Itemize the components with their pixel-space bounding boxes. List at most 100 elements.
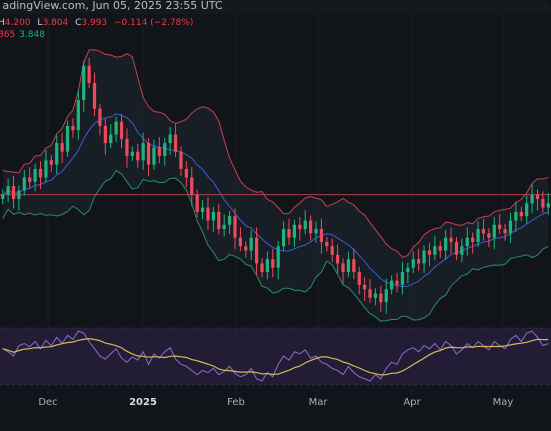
candle-body bbox=[427, 250, 432, 255]
candle-body bbox=[125, 138, 129, 157]
ohlc-low-key: L bbox=[37, 18, 43, 28]
candle-body bbox=[211, 211, 215, 221]
candle-body bbox=[6, 186, 10, 195]
ohlc-low-value: 3.804 bbox=[42, 18, 69, 28]
candle-body bbox=[422, 250, 426, 264]
candle-body bbox=[146, 143, 151, 165]
bollinger-band-fill bbox=[2, 49, 549, 322]
candle-body bbox=[395, 280, 399, 285]
candle-body bbox=[368, 289, 372, 298]
candle-body bbox=[357, 272, 361, 285]
candle-body bbox=[525, 203, 529, 217]
candle-body bbox=[11, 186, 16, 199]
candle-body bbox=[541, 198, 545, 208]
chart-header-bar: radingView.com, Jun 05, 2025 23:55 UTC bbox=[0, 0, 551, 14]
candle-body bbox=[233, 216, 237, 238]
candle-body bbox=[460, 246, 464, 255]
candle-body bbox=[487, 233, 491, 238]
candle-body bbox=[222, 224, 226, 230]
candle-body bbox=[98, 108, 102, 126]
ohlc-high-key: H bbox=[0, 18, 5, 28]
candle-body bbox=[17, 190, 21, 199]
candle-body bbox=[449, 237, 453, 242]
candle-body bbox=[481, 229, 486, 234]
candle-body bbox=[109, 134, 113, 144]
time-axis: Dec 2025 Feb Mar Apr May bbox=[0, 395, 551, 431]
candle-body bbox=[244, 246, 248, 251]
time-axis-label-mar: Mar bbox=[308, 397, 328, 408]
candle-body bbox=[444, 237, 448, 251]
candle-body bbox=[163, 143, 167, 157]
ohlc-legend: H4.200 L3.804 C3.993 −0.114 (−2.78%) bbox=[0, 18, 197, 28]
candle-body bbox=[373, 293, 378, 298]
candle-body bbox=[71, 125, 75, 131]
candle-body bbox=[271, 259, 275, 268]
chart-watermark: radingView.com, Jun 05, 2025 23:55 UTC bbox=[0, 0, 223, 12]
candle-body bbox=[238, 237, 243, 247]
time-axis-label-dec: Dec bbox=[38, 397, 58, 408]
candle-body bbox=[55, 143, 59, 165]
candle-body bbox=[44, 160, 48, 178]
candle-body bbox=[276, 246, 280, 268]
candle-body bbox=[87, 65, 91, 83]
candle-body bbox=[319, 229, 324, 242]
candle-body bbox=[82, 65, 86, 101]
bollinger-lower-value: 3.848 bbox=[19, 30, 45, 40]
candle-body bbox=[92, 82, 97, 109]
candle-body bbox=[314, 229, 318, 234]
candle-body bbox=[498, 224, 502, 230]
candle-body bbox=[260, 263, 264, 273]
candle-body bbox=[265, 259, 270, 273]
candle-body bbox=[130, 151, 134, 157]
candle-body bbox=[254, 237, 259, 264]
candle-body bbox=[292, 224, 297, 238]
candle-body bbox=[152, 147, 156, 165]
time-axis-label-apr: Apr bbox=[403, 397, 421, 408]
candle-body bbox=[49, 160, 53, 165]
candle-body bbox=[417, 259, 421, 264]
candle-body bbox=[454, 241, 459, 255]
candle-body bbox=[465, 237, 469, 247]
candle-body bbox=[546, 203, 550, 208]
rsi-line bbox=[2, 330, 549, 382]
candle-body bbox=[227, 216, 232, 225]
candle-body bbox=[519, 211, 523, 217]
candle-body bbox=[168, 134, 172, 144]
candle-body bbox=[281, 229, 286, 247]
price-chart[interactable] bbox=[0, 0, 551, 395]
candle-body bbox=[119, 121, 124, 139]
candle-body bbox=[471, 237, 475, 242]
candle-body bbox=[330, 246, 334, 255]
candle-body bbox=[65, 125, 70, 152]
candle-body bbox=[60, 143, 64, 152]
candle-body bbox=[476, 229, 480, 242]
candle-body bbox=[179, 151, 183, 169]
time-axis-label-feb: Feb bbox=[227, 397, 245, 408]
candle-body bbox=[433, 246, 437, 255]
candle-body bbox=[28, 177, 32, 182]
candle-body bbox=[298, 224, 302, 230]
rsi-moving-average bbox=[2, 337, 549, 376]
candle-body bbox=[38, 168, 43, 178]
time-axis-label-may: May bbox=[492, 397, 514, 408]
candle-body bbox=[184, 168, 188, 178]
candle-body bbox=[346, 259, 351, 273]
rsi-zone bbox=[0, 328, 551, 385]
bollinger-upper-line bbox=[2, 49, 549, 258]
candle-body bbox=[535, 194, 540, 199]
bollinger-upper-value: 865 bbox=[0, 30, 16, 40]
candle-body bbox=[200, 207, 205, 212]
candle-body bbox=[400, 272, 405, 285]
candle-body bbox=[76, 100, 80, 131]
candle-body bbox=[438, 246, 442, 251]
time-axis-label-2025: 2025 bbox=[129, 397, 157, 408]
candle-body bbox=[249, 237, 253, 251]
candle-body bbox=[136, 151, 140, 161]
candle-body bbox=[1, 194, 5, 199]
ohlc-close-value: 3.993 bbox=[81, 18, 108, 28]
candle-body bbox=[103, 125, 107, 144]
candle-body bbox=[206, 207, 210, 221]
candle-body bbox=[379, 293, 383, 303]
candle-body bbox=[303, 220, 307, 230]
